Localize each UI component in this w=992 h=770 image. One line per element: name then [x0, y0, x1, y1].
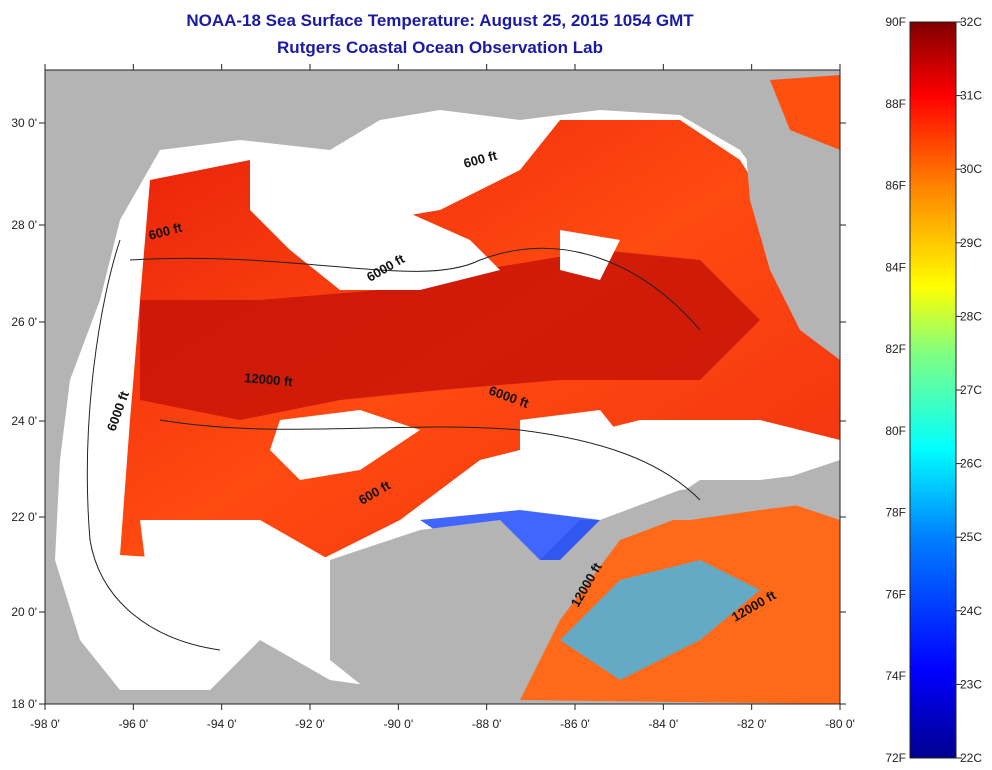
bathymetry-contour	[129, 248, 701, 331]
colorbar-c-label: 28C	[960, 309, 982, 323]
lon-tick-label: -92 0'	[295, 717, 325, 731]
colorbar-c-label: 26C	[960, 457, 982, 471]
florida-land	[740, 70, 840, 360]
lat-tick-label: 30 0'	[11, 116, 37, 130]
latitude-axis: 30 0' 28 0' 26 0' 24 0' 22 0' 20 0' 18 0'	[11, 116, 846, 711]
sst-hot-core	[140, 250, 760, 420]
colorbar-c-label: 31C	[960, 89, 982, 103]
lon-tick-label: -80 0'	[825, 717, 855, 731]
cuba-land	[600, 470, 840, 520]
colorbar-c-label: 22C	[960, 751, 982, 765]
colorbar-c-label: 29C	[960, 236, 982, 250]
lon-tick-label: -88 0'	[472, 717, 502, 731]
lon-tick-label: -98 0'	[30, 717, 60, 731]
lat-tick-label: 22 0'	[11, 510, 37, 524]
lon-tick-label: -96 0'	[119, 717, 149, 731]
cloud-patch	[250, 150, 500, 290]
colorbar-c-label: 27C	[960, 383, 982, 397]
colorbar-c-label: 24C	[960, 604, 982, 618]
cloud-patch	[140, 520, 330, 620]
florida-coastal-sst	[770, 75, 840, 150]
colorbar	[909, 21, 957, 759]
gulf-of-mexico-layer	[55, 70, 840, 704]
yucatan-land	[330, 520, 540, 700]
colorbar-f-label: 74F	[885, 669, 906, 683]
lon-tick-label: -90 0'	[384, 717, 414, 731]
colorbar-f-label: 86F	[885, 179, 906, 193]
lon-tick-label: -94 0'	[207, 717, 237, 731]
contour-label: 12000 ft	[244, 370, 294, 389]
colorbar-f-label: 90F	[885, 15, 906, 29]
lon-tick-label: -84 0'	[649, 717, 679, 731]
lat-tick-label: 26 0'	[11, 315, 37, 329]
map-subtitle: Rutgers Coastal Ocean Observation Lab	[277, 38, 603, 57]
colorbar-c-label: 23C	[960, 677, 982, 691]
cloud-patch	[520, 410, 640, 500]
colorbar-f-label: 82F	[885, 342, 906, 356]
lon-tick-label: -86 0'	[560, 717, 590, 731]
lat-tick-label: 28 0'	[11, 218, 37, 232]
lon-tick-label: -82 0'	[737, 717, 767, 731]
colorbar-c-label: 32C	[960, 15, 982, 29]
bathymetry-contour	[86, 239, 221, 651]
colorbar-f-label: 88F	[885, 97, 906, 111]
map-title: NOAA-18 Sea Surface Temperature: August …	[186, 11, 694, 30]
colorbar-c-label: 30C	[960, 162, 982, 176]
colorbar-f-label: 76F	[885, 587, 906, 601]
colorbar-f-label: 84F	[885, 260, 906, 274]
lat-tick-label: 18 0'	[11, 697, 37, 711]
caribbean-cool-patch	[560, 560, 760, 680]
lat-tick-label: 20 0'	[11, 605, 37, 619]
map-frame	[44, 69, 841, 705]
colorbar-f-label: 80F	[885, 424, 906, 438]
colorbar-celsius-labels: 32C 31C 30C 29C 28C 27C 26C 25C 24C 23C 22C	[956, 15, 982, 765]
colorbar-c-label: 25C	[960, 530, 982, 544]
lat-tick-label: 24 0'	[11, 414, 37, 428]
bathymetry-contour	[159, 419, 701, 501]
colorbar-f-label: 72F	[885, 751, 906, 765]
colorbar-f-label: 78F	[885, 506, 906, 520]
longitude-axis: -98 0' -96 0' -94 0' -92 0' -90 0' -88 0' -86 …	[30, 64, 855, 731]
colorbar-fahrenheit-labels: 90F 88F 86F 84F 82F 80F 78F 76F 74F 72F	[885, 15, 906, 765]
